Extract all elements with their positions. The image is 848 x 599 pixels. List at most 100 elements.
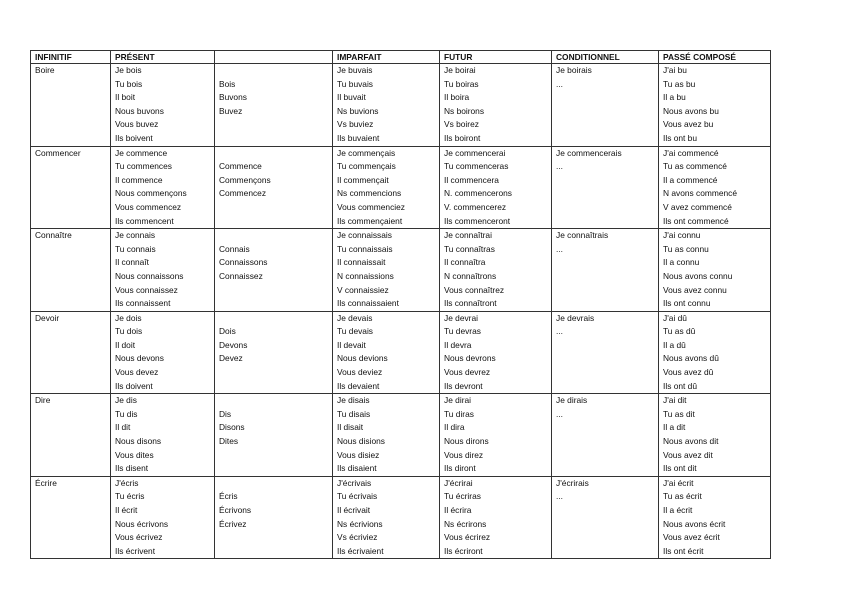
conjugation-form: Il connaît (115, 257, 149, 268)
futur-cell: Je connaîtrai Tu connaîtras Il connaîtra N … (439, 228, 552, 312)
conjugation-form: Je dois (115, 312, 142, 323)
conjugation-form: Il commencera (444, 174, 499, 185)
conjugation-form: Commencez (219, 188, 267, 199)
conjugation-form: Vous dites (115, 449, 154, 460)
conjugation-form: Ils connaissent (115, 298, 171, 309)
conjugation-form: J'écris (115, 477, 139, 488)
conjugation-form: Vs buviez (337, 119, 374, 130)
conjugation-form: Je connais (115, 230, 156, 241)
conjugation-form: Vous écrirez (444, 532, 491, 543)
conjugation-form: Nous avons dit (663, 436, 719, 447)
conjugation-form: Vous devrez (444, 367, 491, 378)
conjugation-form: Nous commençons (115, 188, 187, 199)
conjugation-form: Je dis (115, 395, 137, 406)
conjugation-form: Devons (219, 339, 248, 350)
header-imperatif (214, 50, 333, 64)
imparfait-cell: Je devais Tu devais Il devait Nous devions V… (332, 310, 440, 395)
infinitive-label: Dire (35, 395, 51, 406)
conjugation-form: Ils commencent (115, 215, 174, 226)
infinitif-cell: Boire (30, 63, 111, 147)
futur-cell: Je commencerai Tu commenceras Il commencer… (439, 145, 552, 230)
conjugation-form: Il devra (444, 339, 472, 350)
conjugation-form: Il a bu (663, 92, 686, 103)
infinitif-cell: Dire (30, 393, 111, 477)
conjugation-form: Tu as connu (663, 243, 709, 254)
conjugation-form: N avons commencé (663, 188, 738, 199)
conjugation-form: J'ai dû (663, 312, 687, 323)
conjugation-form: Buvons (219, 92, 247, 103)
conjugation-form: Nous disions (337, 436, 385, 447)
present-cell: Je bois Tu bois Il boit Nous buvons Vous buv… (110, 63, 215, 147)
conjugation-form: Connais (219, 243, 250, 254)
header-infinitif: INFINITIF (30, 50, 111, 64)
conjugation-form: Tu connaîtras (444, 243, 495, 254)
conjugation-form: Il disait (337, 422, 364, 433)
conjugation-form: Nous avons bu (663, 105, 719, 116)
conjugation-form: Ils ont dû (663, 380, 697, 391)
conjugation-form: Il écrit (115, 505, 138, 515)
conjugation-form: Il a commencé (663, 174, 718, 185)
conjugation-form: Tu bois (115, 78, 143, 89)
conjugation-form: Il dira (444, 422, 465, 433)
conjugation-form: Il dit (115, 422, 131, 433)
imparfait-cell: Je buvais Tu buvais Il buvait Ns buvions Vs … (332, 63, 440, 147)
conjugation-form: Il écrivait (337, 505, 371, 515)
conjugation-form: Tu as commencé (663, 161, 727, 172)
conjugation-form: Je commence (115, 147, 168, 158)
infinitive-label: Boire (35, 65, 55, 75)
conjugation-form: Il buvait (337, 92, 366, 103)
passe-compose-cell: J'ai dit Tu as dit Il a dit Nous avons dit V… (658, 393, 771, 477)
conjugation-form: Ils boiront (444, 132, 481, 143)
conjugation-form: Tu diras (444, 408, 474, 419)
conjugation-form: Nous disons (115, 436, 162, 447)
conjugation-form: Je commencerai (444, 147, 506, 158)
conjugation-form: J'écrirais (556, 477, 589, 488)
conjugation-form: Commence (219, 161, 262, 172)
conjugation-form: J'ai écrit (663, 477, 694, 488)
conditionnel-cell: J'écrirais... (551, 475, 659, 560)
imperatif-cell: Dis Disons Dites (214, 393, 333, 477)
conjugation-form: Je boirai (444, 65, 476, 75)
conjugation-form: V avez commencé (663, 201, 732, 212)
conjugation-form: Ils ont connu (663, 298, 711, 309)
conjugation-form: J'ai dit (663, 395, 687, 406)
conjugation-form: Ils ont écrit (663, 545, 704, 556)
conjugation-form: Nous devons (115, 353, 164, 364)
imparfait-cell: Je disais Tu disais Il disait Nous disions V… (332, 393, 440, 477)
conjugation-form: Ils commençaient (337, 215, 403, 226)
conjugation-form: Dois (219, 326, 236, 337)
present-cell: Je dois Tu dois Il doit Nous devons Vous dev… (110, 310, 215, 395)
conjugation-form: Ns écrirons (444, 518, 487, 529)
conditionnel-cell: Je commencerais... (551, 145, 659, 230)
conjugation-form: Tu commences (115, 161, 172, 172)
present-cell: Je connais Tu connais Il connaît Nous conna… (110, 228, 215, 312)
conjugation-form: Vous direz (444, 449, 484, 460)
conjugation-form: Vous écrivez (115, 532, 163, 543)
conjugation-form: Il boira (444, 92, 470, 103)
conjugation-form: Ns boirons (444, 105, 485, 116)
conjugation-form: Ils écriront (444, 545, 483, 556)
conjugation-form: J'ai connu (663, 230, 701, 241)
conjugation-form: Ils buvaient (337, 132, 380, 143)
futur-cell: J'écrirai Tu écriras Il écrira Ns écrirons V… (439, 475, 552, 560)
verb-row: Écrire J'écris Tu écris Il écrit Nous écrivo… (30, 475, 771, 560)
conjugation-form: Nous avons écrit (663, 518, 726, 529)
conjugation-form: Tu buvais (337, 78, 373, 89)
conjugation-form: ... (556, 408, 563, 419)
blank-line (219, 395, 332, 408)
conjugation-form: Il écrira (444, 505, 472, 515)
conjugation-form: Vous connaissez (115, 284, 178, 295)
conjugation-form: Ils ont commencé (663, 215, 729, 226)
conjugation-form: Ns commencions (337, 188, 402, 199)
conjugation-form: Tu connaissais (337, 243, 393, 254)
conjugation-form: J'ai bu (663, 65, 687, 75)
verb-row: Dire Je dis Tu dis Il dit Nous disons Vous di… (30, 393, 771, 477)
conjugation-form: Ils devront (444, 380, 483, 391)
conjugation-table: INFINITIF PRÉSENT IMPARFAIT FUTUR CONDIT… (30, 50, 771, 560)
imperatif-cell: Écris Écrivons Écrivez (214, 475, 333, 560)
infinitive-label: Connaître (35, 230, 72, 241)
present-cell: Je commence Tu commences Il commence Nous c… (110, 145, 215, 230)
conjugation-form: Nous devrons (444, 353, 496, 364)
conjugation-form: Connaissez (219, 270, 263, 281)
conjugation-form: Commençons (219, 174, 271, 185)
